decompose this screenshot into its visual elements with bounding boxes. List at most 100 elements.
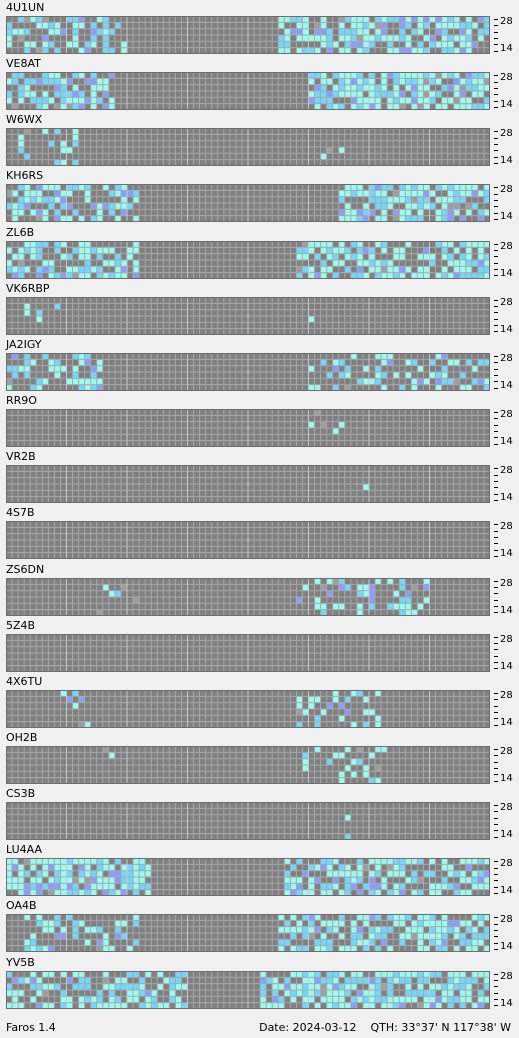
- signal-cell: [327, 491, 333, 497]
- signal-cell: [97, 128, 103, 135]
- signal-cell: [333, 415, 339, 422]
- signal-cell: [133, 91, 139, 97]
- signal-cell: [454, 366, 460, 372]
- signal-cell: [42, 16, 48, 22]
- signal-cell: [206, 409, 212, 415]
- beacon-signal-grid[interactable]: [6, 521, 490, 560]
- signal-cell: [290, 322, 296, 328]
- signal-cell: [266, 266, 272, 272]
- signal-cell: [369, 353, 375, 359]
- signal-cell: [369, 534, 375, 540]
- signal-cell: [181, 203, 187, 210]
- signal-cell: [405, 147, 411, 154]
- signal-cell: [254, 415, 260, 422]
- signal-cell: [363, 359, 369, 366]
- signal-cell: [423, 322, 429, 328]
- signal-cell: [91, 353, 97, 359]
- beacon-signal-grid[interactable]: [6, 72, 490, 111]
- signal-cell: [454, 272, 460, 279]
- signal-cell: [85, 491, 91, 497]
- signal-cell: [133, 197, 139, 203]
- signal-cell: [175, 203, 181, 210]
- beacon-signal-grid[interactable]: [6, 16, 490, 54]
- signal-cell: [91, 216, 97, 222]
- signal-cell: [194, 441, 200, 447]
- signal-cell: [73, 247, 79, 253]
- signal-cell: [206, 104, 212, 110]
- signal-cell: [242, 191, 248, 197]
- signal-cell: [417, 141, 423, 147]
- beacon-signal-grid[interactable]: [6, 577, 490, 616]
- signal-cell: [79, 385, 85, 391]
- beacon-call-label: ZL6B: [6, 225, 35, 239]
- signal-cell: [175, 97, 181, 104]
- signal-cell: [12, 247, 18, 253]
- signal-cell: [423, 97, 429, 104]
- signal-cell: [375, 91, 381, 97]
- signal-cell: [296, 203, 302, 210]
- signal-cell: [284, 203, 290, 210]
- signal-cell: [278, 160, 284, 166]
- beacon-signal-grid[interactable]: [6, 296, 490, 335]
- beacon-signal-grid[interactable]: [6, 465, 490, 504]
- signal-cell: [200, 472, 206, 478]
- signal-cell: [327, 478, 333, 484]
- signal-cell: [236, 372, 242, 378]
- signal-cell: [236, 297, 242, 303]
- beacon-signal-grid[interactable]: [6, 409, 490, 448]
- signal-cell: [369, 272, 375, 279]
- signal-cell: [454, 297, 460, 303]
- signal-cell: [423, 415, 429, 422]
- signal-cell: [85, 141, 91, 147]
- signal-cell: [67, 422, 73, 428]
- signal-cell: [242, 547, 248, 553]
- signal-cell: [230, 197, 236, 203]
- signal-cell: [103, 409, 109, 415]
- signal-cell: [60, 260, 66, 266]
- signal-cell: [272, 97, 278, 104]
- signal-cell: [230, 210, 236, 216]
- signal-cell: [230, 491, 236, 497]
- signal-cell: [175, 41, 181, 48]
- beacon-signal-grid[interactable]: [6, 352, 490, 391]
- signal-cell: [423, 210, 429, 216]
- signal-cell: [36, 216, 42, 222]
- signal-cell: [36, 385, 42, 391]
- signal-cell: [417, 85, 423, 91]
- signal-cell: [236, 78, 242, 85]
- signal-cell: [393, 415, 399, 422]
- signal-cell: [121, 154, 127, 160]
- beacon-signal-grid[interactable]: [6, 240, 490, 279]
- signal-cell: [315, 147, 321, 154]
- signal-cell: [181, 247, 187, 253]
- signal-cell: [145, 441, 151, 447]
- signal-cell: [12, 197, 18, 203]
- signal-cell: [272, 29, 278, 35]
- signal-cell: [345, 540, 351, 547]
- signal-cell: [290, 210, 296, 216]
- signal-cell: [48, 328, 54, 335]
- signal-cell: [430, 203, 436, 210]
- signal-cell: [79, 216, 85, 222]
- signal-cell: [48, 359, 54, 366]
- signal-cell: [454, 253, 460, 260]
- signal-cell: [24, 16, 30, 22]
- signal-cell: [466, 29, 472, 35]
- band-tick: [494, 424, 498, 426]
- signal-cell: [460, 328, 466, 335]
- signal-cell: [12, 359, 18, 366]
- signal-cell: [48, 528, 54, 534]
- signal-cell: [290, 415, 296, 422]
- signal-cell: [357, 472, 363, 478]
- signal-cell: [460, 491, 466, 497]
- band-tick: [494, 374, 498, 376]
- signal-cell: [127, 378, 133, 385]
- signal-cell: [260, 521, 266, 528]
- signal-cell: [121, 35, 127, 41]
- signal-cell: [417, 48, 423, 54]
- signal-cell: [145, 147, 151, 154]
- beacon-signal-grid[interactable]: [6, 184, 490, 223]
- signal-cell: [42, 91, 48, 97]
- beacon-signal-grid[interactable]: [6, 128, 490, 167]
- signal-cell: [260, 434, 266, 441]
